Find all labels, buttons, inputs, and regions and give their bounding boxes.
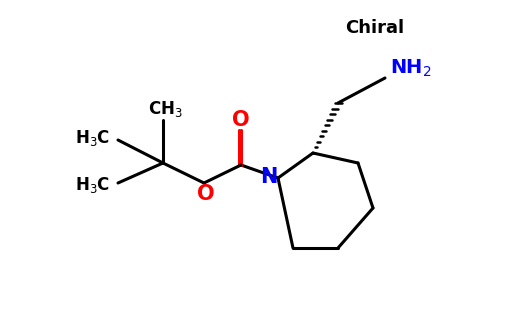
Text: H$_3$C: H$_3$C — [75, 128, 110, 148]
Text: O: O — [232, 110, 250, 130]
Text: CH$_3$: CH$_3$ — [147, 99, 182, 119]
Text: Chiral: Chiral — [346, 19, 404, 37]
Text: O: O — [197, 184, 215, 204]
Text: N: N — [260, 167, 278, 187]
Text: H$_3$C: H$_3$C — [75, 175, 110, 195]
Text: NH$_2$: NH$_2$ — [390, 57, 432, 79]
